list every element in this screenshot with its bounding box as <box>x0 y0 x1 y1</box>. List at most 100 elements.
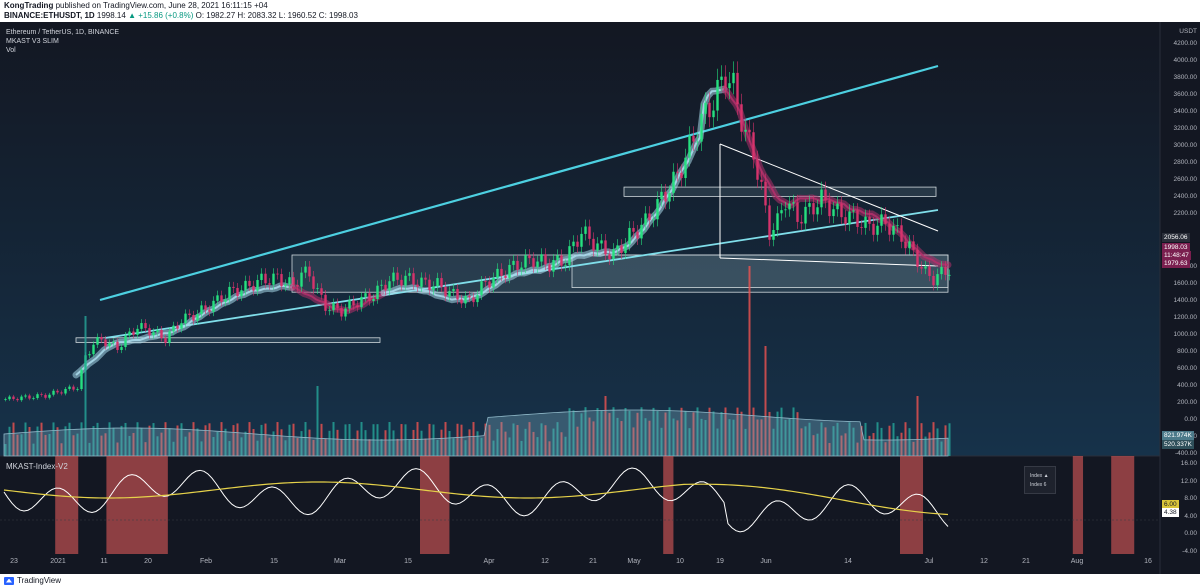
candle[interactable] <box>8 396 11 400</box>
candle[interactable] <box>944 266 947 275</box>
candle[interactable] <box>332 303 335 311</box>
candle[interactable] <box>376 285 379 300</box>
candle[interactable] <box>340 308 343 317</box>
candle[interactable] <box>396 272 399 280</box>
wedge-lower-line[interactable] <box>719 257 939 267</box>
candle[interactable] <box>844 217 847 225</box>
candle[interactable] <box>308 266 311 277</box>
candle[interactable] <box>448 291 451 297</box>
candle[interactable] <box>572 241 575 247</box>
candle[interactable] <box>184 313 187 324</box>
candle[interactable] <box>832 209 835 217</box>
candle[interactable] <box>40 394 43 395</box>
candle[interactable] <box>364 293 367 297</box>
candle[interactable] <box>276 273 279 275</box>
candle[interactable] <box>620 245 623 253</box>
candle[interactable] <box>536 261 539 268</box>
support-zone[interactable] <box>571 254 949 288</box>
candle[interactable] <box>312 276 315 289</box>
candle[interactable] <box>824 189 827 201</box>
candle[interactable] <box>948 274 951 276</box>
candle[interactable] <box>940 266 943 275</box>
candle[interactable] <box>676 171 679 173</box>
candle[interactable] <box>52 390 55 395</box>
candle[interactable] <box>420 277 423 287</box>
candle[interactable] <box>748 129 751 133</box>
candle[interactable] <box>912 241 915 250</box>
candle[interactable] <box>788 203 791 210</box>
candle[interactable] <box>752 132 755 160</box>
candle[interactable] <box>80 369 83 390</box>
candle[interactable] <box>88 354 91 356</box>
candle[interactable] <box>292 277 295 285</box>
price-axis[interactable]: USDT 4200.00 4000.00 3800.00 3600.00 3400.00… <box>1162 0 1200 574</box>
candle[interactable] <box>792 202 795 204</box>
candle[interactable] <box>408 273 411 276</box>
candle[interactable] <box>316 288 319 290</box>
candle[interactable] <box>880 214 883 226</box>
candle[interactable] <box>640 224 643 239</box>
candle[interactable] <box>812 203 815 215</box>
legend-volume[interactable]: Vol <box>6 47 16 54</box>
candle[interactable] <box>460 299 463 304</box>
candle[interactable] <box>368 293 371 302</box>
candle[interactable] <box>132 331 135 335</box>
candle[interactable] <box>300 272 303 287</box>
candle[interactable] <box>808 203 811 207</box>
candle[interactable] <box>712 110 715 118</box>
candle[interactable] <box>764 181 767 206</box>
candle[interactable] <box>296 284 299 287</box>
candle[interactable] <box>828 200 831 217</box>
candle[interactable] <box>204 305 207 310</box>
candle[interactable] <box>160 329 163 339</box>
legend-indicator[interactable]: MKAST V3 SLIM <box>6 38 59 45</box>
candle[interactable] <box>180 323 183 329</box>
candle[interactable] <box>716 79 719 111</box>
candle[interactable] <box>696 141 699 143</box>
candle[interactable] <box>212 300 215 312</box>
candle[interactable] <box>840 203 843 218</box>
candle[interactable] <box>64 388 67 394</box>
candle[interactable] <box>96 337 99 345</box>
candle[interactable] <box>708 102 711 118</box>
candle[interactable] <box>888 223 891 235</box>
candle[interactable] <box>596 243 599 251</box>
author-name[interactable]: KongTrading <box>4 1 54 10</box>
candle[interactable] <box>628 227 631 245</box>
candle[interactable] <box>208 309 211 312</box>
candle[interactable] <box>188 313 191 316</box>
candle[interactable] <box>248 280 251 286</box>
candle[interactable] <box>136 328 139 335</box>
candle[interactable] <box>224 299 227 302</box>
candle[interactable] <box>688 135 691 158</box>
candle[interactable] <box>476 295 479 303</box>
candle[interactable] <box>652 219 655 221</box>
candle[interactable] <box>904 241 907 249</box>
candle[interactable] <box>736 72 739 105</box>
candle[interactable] <box>524 255 527 268</box>
candle[interactable] <box>284 284 287 287</box>
candle[interactable] <box>268 283 271 285</box>
candle[interactable] <box>864 216 867 228</box>
candle[interactable] <box>456 288 459 300</box>
candle[interactable] <box>324 294 327 311</box>
candle[interactable] <box>896 225 899 227</box>
candle[interactable] <box>908 241 911 249</box>
candle[interactable] <box>724 76 727 89</box>
candle[interactable] <box>200 305 203 315</box>
candle[interactable] <box>760 179 763 182</box>
candle[interactable] <box>916 249 919 267</box>
candle[interactable] <box>232 286 235 288</box>
candle[interactable] <box>704 102 707 114</box>
candle[interactable] <box>440 278 443 287</box>
candle[interactable] <box>472 297 475 303</box>
candle[interactable] <box>780 210 783 214</box>
candle[interactable] <box>256 280 259 291</box>
candle[interactable] <box>800 221 803 224</box>
candle[interactable] <box>856 210 859 227</box>
candle[interactable] <box>28 395 31 399</box>
candle[interactable] <box>400 279 403 286</box>
candle[interactable] <box>128 331 131 336</box>
candle[interactable] <box>12 396 15 400</box>
candle[interactable] <box>548 264 551 272</box>
